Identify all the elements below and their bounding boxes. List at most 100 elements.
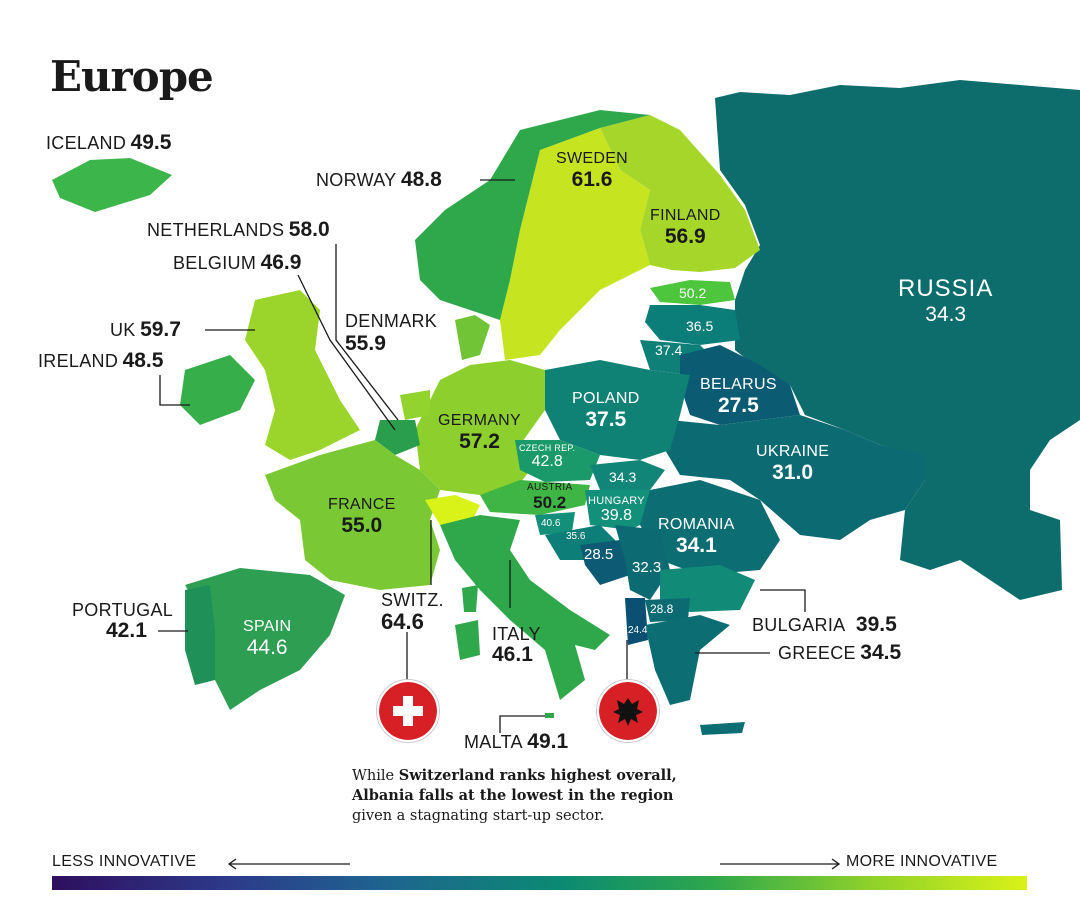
country-value: 55.9 [345,331,386,355]
note-line-1: While Switzerland ranks highest overall, [352,767,677,784]
netherlands-region[interactable] [400,390,430,420]
ukraine-region[interactable] [665,415,925,540]
country-name: BULGARIA [752,615,846,635]
label-netherlands: NETHERLANDS 58.0 [147,218,330,242]
greece-region[interactable] [645,615,730,705]
crete-region[interactable] [700,722,745,735]
denmark-region[interactable] [455,315,490,360]
label-uk: UK 59.7 [110,318,181,342]
poland-region[interactable] [545,360,690,460]
country-value: 49.1 [527,730,569,753]
czech-region[interactable] [515,440,600,482]
country-name: UK [110,320,136,340]
country-name: SWEDEN [556,150,629,167]
leader-lines [158,179,806,733]
north-macedonia-region[interactable] [645,598,690,622]
country-name: GREECE [778,643,856,663]
bosnia-region[interactable] [580,540,630,585]
sardinia-region[interactable] [455,620,480,660]
label-france: FRANCE 55.0 [328,496,396,537]
slovenia-region[interactable] [535,512,575,535]
value-slovenia: 40.6 [541,518,561,529]
country-name: SWITZ. [381,590,444,610]
country-name: ITALY [492,624,541,644]
estonia-region[interactable] [650,280,735,305]
ireland-region[interactable] [180,355,255,425]
sweden-region[interactable] [500,128,650,360]
country-name: POLAND [572,390,640,407]
albanian-flag-icon [597,680,659,742]
value-north-macedonia: 28.8 [650,602,674,616]
italy-region[interactable] [440,515,610,700]
arrow-left-icon [227,858,350,870]
belarus-region[interactable] [680,345,800,425]
iceland-region[interactable] [52,158,172,212]
spain-region[interactable] [185,568,345,710]
country-value: 46.9 [260,251,302,274]
swiss-flag-icon [377,680,439,742]
country-value: 48.5 [122,349,164,372]
country-value: 37.5 [585,407,627,431]
hungary-region[interactable] [585,490,660,530]
value-slovakia: 34.3 [609,469,637,485]
value-serbia: 32.3 [632,559,662,576]
country-name: ROMANIA [658,516,735,533]
map-title: Europe [50,52,214,101]
latvia-region[interactable] [645,305,740,345]
albania-region[interactable] [625,598,648,645]
country-name: NORWAY [316,170,397,190]
label-italy: ITALY 46.1 [492,624,541,667]
label-czech: CZECH REP. 42.8 [519,443,575,471]
portugal-region[interactable] [185,585,215,685]
switzerland-region[interactable] [425,495,480,525]
value-croatia: 35.6 [566,531,586,542]
country-value: 46.1 [492,643,533,667]
france-region[interactable] [265,440,440,590]
belgium-region[interactable] [375,420,420,455]
country-value: 42.8 [531,453,563,471]
label-norway: NORWAY 48.8 [316,168,442,192]
corsica-region[interactable] [462,585,478,612]
slovakia-region[interactable] [590,460,665,490]
label-belgium: BELGIUM 46.9 [173,251,301,275]
label-sweden: SWEDEN 61.6 [556,150,628,191]
malta-region[interactable] [545,713,554,718]
country-name: IRELAND [38,351,119,371]
label-germany: GERMANY 57.2 [438,412,521,453]
value-latvia: 36.5 [686,318,714,334]
color-scale-bar [52,876,1027,890]
value-estonia: 50.2 [679,285,707,301]
note-line-2: Albania falls at the lowest in the regio… [352,787,674,804]
country-name: RUSSIA [898,275,994,302]
country-value: 50.2 [533,493,567,513]
label-poland: POLAND 37.5 [572,390,640,431]
country-name: FINLAND [650,207,721,224]
country-name: HUNGARY [588,495,645,507]
country-value: 39.8 [600,507,633,525]
uk-region[interactable] [245,290,360,460]
finland-region[interactable] [600,115,760,272]
germany-region[interactable] [415,360,545,495]
country-value: 34.5 [860,641,902,664]
label-bulgaria: BULGARIA 39.5 [752,613,897,637]
country-name: CZECH REP. [519,443,576,453]
norway-region[interactable] [415,110,650,320]
label-russia: RUSSIA 34.3 [898,275,994,326]
label-hungary: HUNGARY 39.8 [588,495,645,525]
country-value: 58.0 [288,218,330,241]
country-name: GERMANY [438,412,521,429]
value-albania: 24.4 [628,625,648,636]
country-name: DENMARK [345,311,438,331]
country-value: 27.5 [717,393,759,417]
romania-region[interactable] [640,480,780,575]
label-romania: ROMANIA 34.1 [658,516,735,557]
country-name: ICELAND [46,133,127,153]
country-value: 31.0 [772,460,814,484]
russia-region[interactable] [715,80,1080,600]
country-value: 42.1 [106,618,147,642]
country-name: UKRAINE [756,443,830,460]
country-name: FRANCE [328,496,396,513]
austria-region[interactable] [480,480,590,515]
serbia-region[interactable] [615,525,670,600]
label-iceland: ICELAND 49.5 [46,131,171,155]
